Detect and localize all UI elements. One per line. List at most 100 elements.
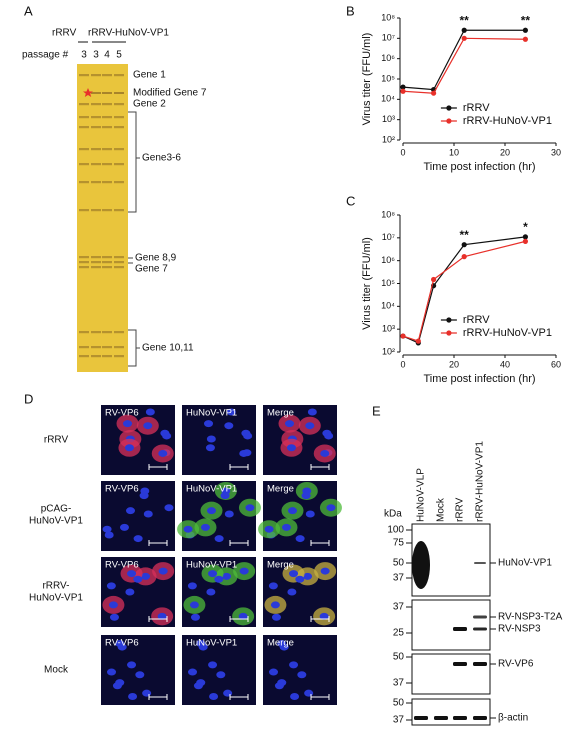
gel-band <box>91 92 101 94</box>
nucleus <box>145 408 155 416</box>
point <box>400 333 406 339</box>
nucleus <box>238 612 248 620</box>
gel-band <box>114 74 124 77</box>
gel-band <box>114 331 124 334</box>
nucleus <box>286 444 296 452</box>
nucleus <box>119 523 129 531</box>
band-label: RV-NSP3-T2A <box>498 612 563 623</box>
nucleus <box>305 422 315 430</box>
gene-label: Gene 1 <box>133 70 166 81</box>
nucleus <box>142 689 152 697</box>
nucleus <box>320 567 330 575</box>
legend-marker <box>446 330 452 336</box>
scale-bar <box>310 694 330 700</box>
nucleus <box>222 572 232 580</box>
nucleus <box>109 613 119 621</box>
nucleus <box>271 613 281 621</box>
gel-band <box>114 266 124 269</box>
band-label: β-actin <box>498 713 528 724</box>
gel-band <box>114 355 124 358</box>
gel-band <box>114 103 124 106</box>
gel-band <box>91 126 101 129</box>
nucleus <box>108 601 118 609</box>
gene-label: Gene 2 <box>133 99 166 110</box>
row-label: rRRV <box>44 435 69 446</box>
nucleus <box>226 408 236 416</box>
significance: ** <box>460 228 470 242</box>
nucleus <box>264 525 274 533</box>
x-tick-label: 30 <box>551 147 561 157</box>
nucleus <box>216 671 226 679</box>
nucleus <box>245 504 255 512</box>
nucleus <box>157 612 167 620</box>
band-label: RV-VP6 <box>498 659 534 670</box>
gel-band <box>79 163 89 166</box>
nucleus <box>123 420 133 428</box>
nucleus <box>124 444 134 452</box>
y-tick-label: 10⁸ <box>381 12 395 22</box>
channel-label: Merge <box>267 560 294 571</box>
nucleus <box>270 601 280 609</box>
x-tick-label: 20 <box>500 147 510 157</box>
gel-band <box>114 261 124 264</box>
y-tick-label: 10³ <box>382 324 395 334</box>
nucleus <box>305 510 315 518</box>
gel-band <box>102 346 112 349</box>
legend-marker <box>446 118 452 124</box>
passage-label: passage # <box>22 50 69 61</box>
nucleus <box>133 575 143 583</box>
point <box>522 27 529 33</box>
band <box>453 627 467 631</box>
y-tick-label: 10⁸ <box>381 209 395 219</box>
nucleus <box>189 601 199 609</box>
point <box>522 238 529 244</box>
row-label: pCAG- <box>41 504 72 515</box>
passage: 4 <box>104 50 110 61</box>
gel-band <box>102 266 112 269</box>
significance: * <box>523 220 528 234</box>
nucleus <box>295 575 305 583</box>
gel-band <box>91 148 101 151</box>
scale-bar <box>310 464 330 470</box>
gel-band <box>91 103 101 106</box>
gel-band <box>79 126 89 129</box>
x-tick-label: 20 <box>449 359 459 369</box>
scale-bar <box>229 694 249 700</box>
y-tick-label: 10³ <box>382 114 395 124</box>
panel-label: A <box>24 3 33 18</box>
nucleus <box>158 449 168 457</box>
gel-band <box>114 126 124 129</box>
y-tick-label: 10⁷ <box>382 33 395 43</box>
scale-bar <box>148 616 168 622</box>
gel-band <box>114 163 124 166</box>
gel-band <box>102 331 112 334</box>
gel-band <box>102 116 112 119</box>
x-tick-label: 0 <box>400 147 405 157</box>
gel-band <box>91 163 101 166</box>
scale-bar <box>148 464 168 470</box>
gel-band <box>79 148 89 151</box>
nucleus <box>239 449 249 457</box>
point <box>461 242 467 248</box>
nucleus <box>214 575 224 583</box>
channel-label: HuNoV-VP1 <box>186 560 237 571</box>
nucleus <box>239 567 249 575</box>
channel-label: HuNoV-VP1 <box>186 638 237 649</box>
micrograph <box>182 405 256 475</box>
band <box>473 662 487 666</box>
gel-band <box>79 181 89 184</box>
nucleus <box>183 525 193 533</box>
marker-label: 37 <box>393 678 405 689</box>
row-label: HuNoV-VP1 <box>29 593 83 604</box>
legend-label: rRRV-HuNoV-VP1 <box>463 115 552 127</box>
band-label: HuNoV-VP1 <box>498 558 552 569</box>
scale-bar <box>310 616 330 622</box>
marker-label: 37 <box>393 573 405 584</box>
gel-band <box>102 355 112 358</box>
marker-label: 75 <box>393 538 405 549</box>
nucleus <box>141 572 151 580</box>
gel-band <box>102 261 112 264</box>
point <box>400 84 406 90</box>
panel-label: B <box>346 3 355 18</box>
unit-label: kDa <box>384 509 402 520</box>
